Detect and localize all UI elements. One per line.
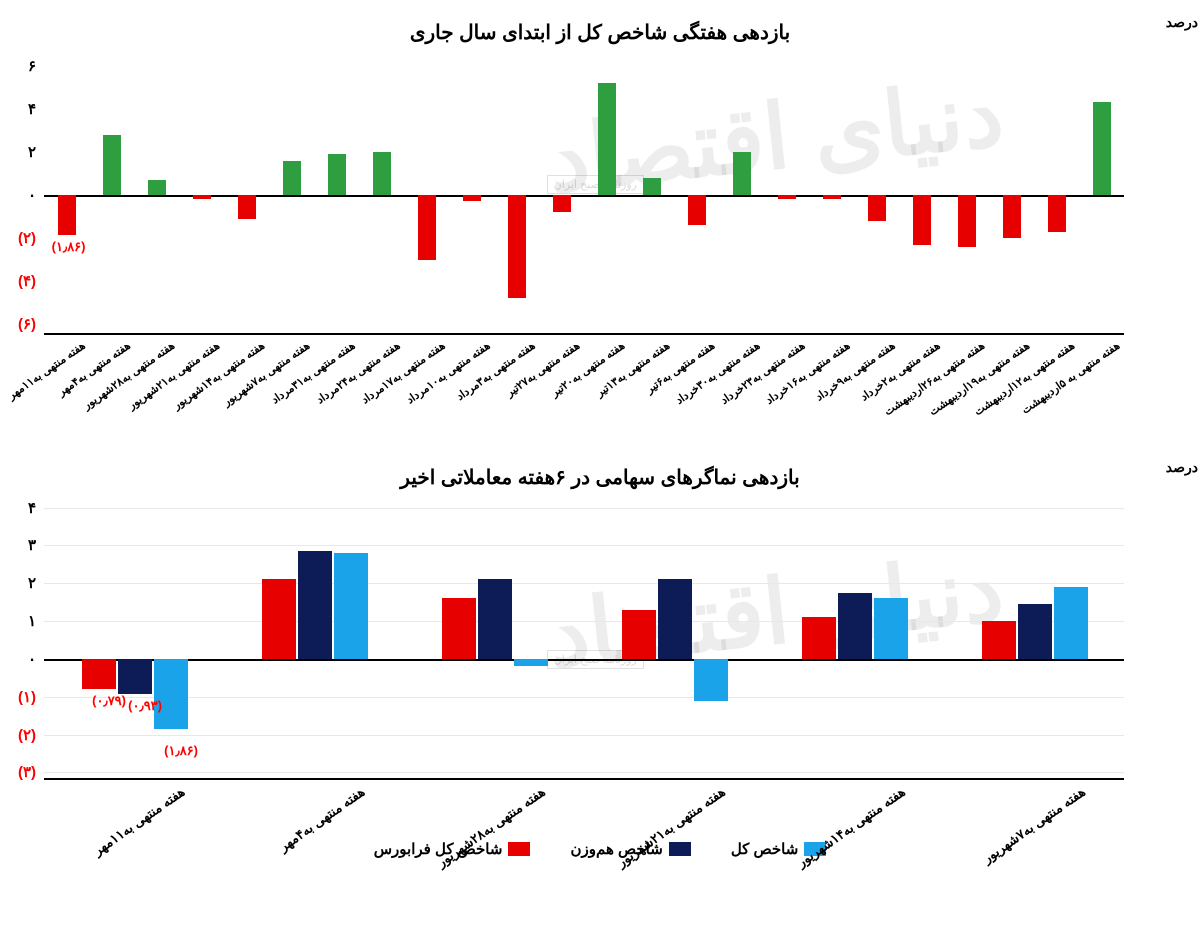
chart2-bar <box>874 598 908 659</box>
chart2-bar <box>298 551 332 659</box>
chart2-ytick: (۱) <box>18 688 36 706</box>
chart2-gridline <box>44 735 1124 736</box>
chart1-bar <box>373 152 391 195</box>
chart2-gridline <box>44 621 1124 622</box>
chart1-title: بازدهی هفتگی شاخص کل از ابتدای سال جاری <box>40 20 1160 45</box>
chart2-bar <box>478 579 512 658</box>
chart2-bar <box>262 579 296 658</box>
chart2-bar <box>334 553 368 659</box>
chart2-bar <box>154 659 188 729</box>
legend-label: شاخص کل <box>731 840 798 858</box>
chart2-bar <box>118 659 152 694</box>
chart1-bar <box>733 152 751 195</box>
chart2-bar <box>694 659 728 701</box>
chart1-axis-label: درصد <box>1166 14 1198 31</box>
chart1-bar <box>958 195 976 247</box>
chart2-annotation: (۰٫۷۹) <box>92 693 126 709</box>
legend-swatch <box>669 842 691 856</box>
chart1-bar <box>58 195 76 235</box>
chart1-ytick: ۴ <box>28 100 36 118</box>
chart1-bar <box>463 195 481 201</box>
chart2-bar <box>658 579 692 658</box>
chart1-ytick: (۶) <box>18 315 36 333</box>
chart2-bar <box>802 617 836 659</box>
chart1-bar <box>913 195 931 245</box>
chart2-ytick: ۱ <box>28 612 36 630</box>
chart2-bar <box>1018 604 1052 659</box>
chart1-ytick: ۶ <box>28 57 36 75</box>
legend-swatch <box>508 842 530 856</box>
watermark-small: روزنامه صبح ایران <box>547 175 644 194</box>
chart2-zero-line <box>44 659 1124 661</box>
chart2-title: بازدهی نماگرهای سهامی در ۶هفته معاملاتی … <box>40 465 1160 490</box>
chart2-bar <box>514 659 548 667</box>
chart2-ytick: ۳ <box>28 536 36 554</box>
watermark-text: دنیای اقتصاد <box>544 536 1008 688</box>
chart1-bar <box>238 195 256 219</box>
chart2-annotation: (۱٫۸۶) <box>164 743 198 759</box>
chart1-bar <box>148 180 166 195</box>
chart1-bar <box>1093 102 1111 195</box>
chart2-ytick: ۲ <box>28 574 36 592</box>
chart1-container: بازدهی هفتگی شاخص کل از ابتدای سال جاری … <box>40 20 1160 335</box>
chart1-annotation: (۱٫۸۶) <box>52 239 86 255</box>
chart2-bar <box>1054 587 1088 659</box>
chart1-area: دنیای اقتصاد روزنامه صبح ایران ۰۲۴۶(۲)(۴… <box>44 55 1124 335</box>
chart2-ytick: (۲) <box>18 726 36 744</box>
chart1-ytick: ۰ <box>28 186 36 204</box>
chart1-ytick: (۴) <box>18 272 36 290</box>
chart1-bar <box>823 195 841 199</box>
chart1-bar <box>193 195 211 199</box>
chart1-bar <box>1003 195 1021 238</box>
chart2-bar <box>982 621 1016 659</box>
chart1-bar <box>328 154 346 195</box>
chart1-bar <box>778 195 796 199</box>
chart2-bar <box>82 659 116 689</box>
chart1-bar <box>103 135 121 195</box>
chart1-bar <box>868 195 886 221</box>
chart1-bar <box>418 195 436 260</box>
chart2-annotation: (۰٫۹۳) <box>128 698 162 714</box>
chart1-bar <box>1048 195 1066 232</box>
chart2-gridline <box>44 583 1124 584</box>
chart1-bar <box>553 195 571 212</box>
chart1-bar <box>643 178 661 195</box>
chart2-bar <box>442 598 476 659</box>
chart1-bar <box>688 195 706 225</box>
chart2-gridline <box>44 545 1124 546</box>
chart2-area: دنیای اقتصاد روزنامه صبح ایران ۰۱۲۳۴(۱)(… <box>44 500 1124 780</box>
chart1-bar <box>283 161 301 195</box>
chart2-bar <box>622 610 656 659</box>
chart2-gridline <box>44 772 1124 773</box>
chart2-gridline <box>44 508 1124 509</box>
chart2-axis-label: درصد <box>1166 459 1198 476</box>
chart2-ytick: ۰ <box>28 650 36 668</box>
chart2-ytick: ۴ <box>28 499 36 517</box>
chart2-bar <box>838 593 872 659</box>
chart1-ytick: (۲) <box>18 229 36 247</box>
chart1-bar <box>508 195 526 298</box>
chart2-gridline <box>44 697 1124 698</box>
chart2-ytick: (۳) <box>18 763 36 781</box>
chart1-bar <box>598 83 616 195</box>
chart2-container: بازدهی نماگرهای سهامی در ۶هفته معاملاتی … <box>40 465 1160 780</box>
chart1-ytick: ۲ <box>28 143 36 161</box>
